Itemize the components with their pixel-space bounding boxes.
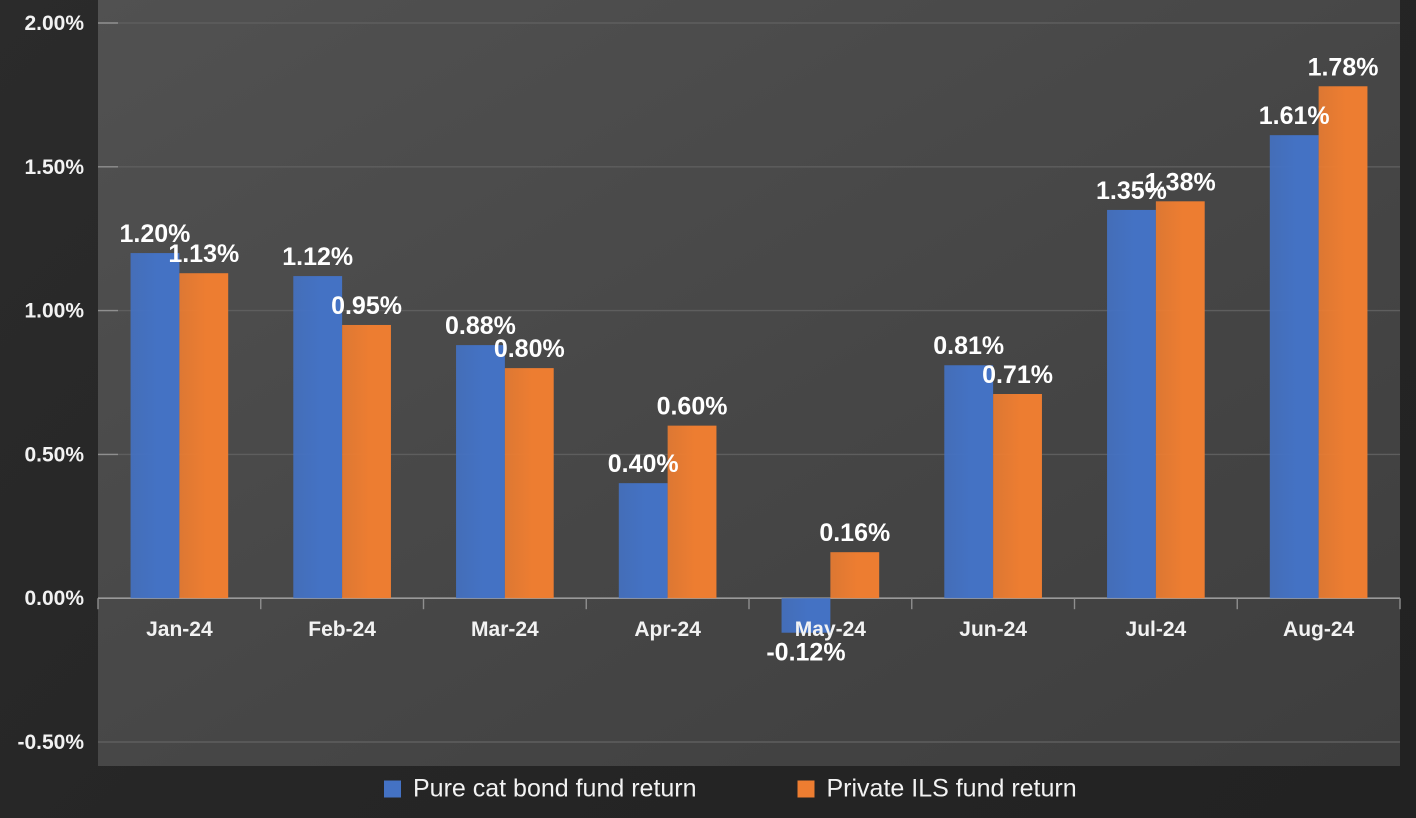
bar [618, 483, 668, 599]
bar-value-label: 0.16% [819, 519, 890, 547]
bar [179, 273, 229, 599]
bar-value-label: 1.20% [120, 220, 191, 248]
bar-value-label: 0.95% [331, 292, 402, 320]
x-axis-category-label: Jun-24 [959, 618, 1027, 641]
x-axis-category-label: Feb-24 [308, 618, 376, 641]
y-axis-tick-label: 0.50% [24, 443, 84, 466]
bar-value-label: 1.35% [1096, 177, 1167, 205]
bar-value-label: 1.78% [1308, 53, 1379, 81]
y-axis-tick-labels: 2.00% 1.50% 1.00% 0.50% 0.00% -0.50% [17, 12, 118, 754]
x-axis-category-label: Apr-24 [634, 618, 701, 641]
bar [130, 253, 180, 599]
bar [1155, 201, 1205, 599]
bar [830, 552, 880, 599]
bar [1107, 209, 1156, 599]
x-axis-category-labels: Jan-24 Feb-24 Mar-24 Apr-24 May-24 Jun-24 Jul-… [146, 618, 1354, 641]
bar-value-label: 0.81% [933, 332, 1004, 360]
y-axis-tick-label: 2.00% [24, 12, 84, 35]
bar-value-label: 1.61% [1259, 102, 1330, 130]
legend-item-label: Private ILS fund return [827, 775, 1077, 803]
legend-item-label: Pure cat bond fund return [413, 775, 697, 803]
bars [130, 86, 1368, 633]
y-axis-tick-label: 1.00% [24, 300, 84, 323]
bar [456, 345, 505, 599]
chart-legend: Pure cat bond fund return Private ILS fun… [384, 775, 1077, 803]
bar-data-labels: 1.20%1.13% 1.12% 0.95% 0.88%0.80% 0.40% 0.60%… [120, 53, 1379, 666]
x-axis-category-label: Jan-24 [146, 618, 213, 641]
x-axis-category-label: Jul-24 [1126, 618, 1187, 641]
bar [504, 368, 554, 599]
legend-color-swatch [797, 780, 815, 798]
bar-value-label: 1.38% [1145, 168, 1216, 196]
bar [944, 365, 994, 599]
bar-value-label: -0.12% [766, 639, 845, 667]
bar [993, 394, 1042, 599]
bar [293, 276, 343, 599]
x-axis-category-label: Aug-24 [1283, 618, 1354, 641]
bar [667, 425, 717, 599]
y-axis-tick-label: 1.50% [24, 156, 84, 179]
bar-value-label: 0.80% [494, 335, 565, 363]
y-axis-tick-label: -0.50% [17, 731, 84, 754]
bar [342, 324, 391, 599]
bar [1269, 135, 1319, 599]
bar-value-label: 1.13% [168, 240, 239, 268]
bar-value-label: 0.60% [657, 393, 728, 421]
bar-value-label: 0.40% [608, 450, 679, 478]
x-axis-category-label: Mar-24 [471, 618, 539, 641]
y-axis-tick-label: 0.00% [24, 587, 84, 610]
bar-value-label: 0.71% [982, 361, 1053, 389]
bar-value-label: 1.12% [282, 243, 353, 271]
bar [1318, 86, 1368, 599]
legend-color-swatch [384, 780, 401, 798]
x-axis-category-label: May-24 [795, 618, 867, 641]
bar [781, 598, 831, 633]
bar-value-label: 0.88% [445, 312, 516, 340]
